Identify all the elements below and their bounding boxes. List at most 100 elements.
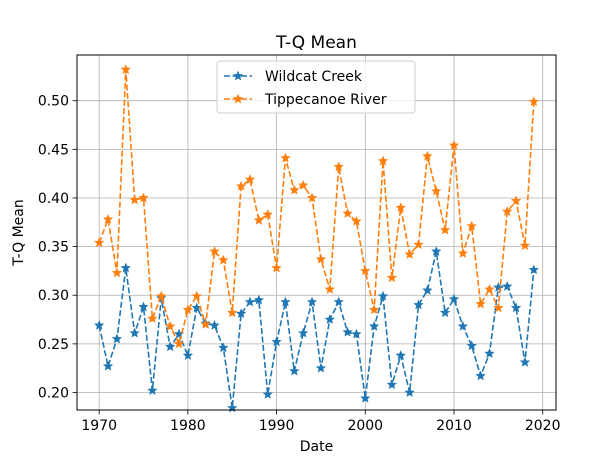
data-point-tippecanoe-river xyxy=(227,307,238,318)
legend-label-tippecanoe-river: Tippecanoe River xyxy=(264,92,387,108)
data-point-wildcat-creek xyxy=(502,281,513,291)
data-point-wildcat-creek xyxy=(519,356,531,367)
data-point-tippecanoe-river xyxy=(493,302,504,313)
data-point-wildcat-creek xyxy=(209,319,220,330)
data-point-wildcat-creek xyxy=(147,385,158,395)
x-tick-label: 2020 xyxy=(525,418,561,434)
x-tick-label: 1990 xyxy=(259,418,295,434)
data-point-wildcat-creek xyxy=(306,296,318,307)
data-point-wildcat-creek xyxy=(165,341,176,352)
data-point-tippecanoe-river xyxy=(298,179,309,190)
series-wildcat-creek xyxy=(94,246,539,413)
data-point-tippecanoe-river xyxy=(369,304,380,315)
y-tick-label: 0.25 xyxy=(38,337,69,353)
data-point-wildcat-creek xyxy=(440,307,451,318)
legend-marker-tippecanoe-river xyxy=(232,93,244,104)
data-point-wildcat-creek xyxy=(271,336,282,347)
data-point-wildcat-creek xyxy=(333,296,344,307)
data-point-tippecanoe-river xyxy=(404,248,415,259)
data-point-tippecanoe-river xyxy=(510,195,522,206)
data-point-wildcat-creek xyxy=(360,392,371,403)
data-point-wildcat-creek xyxy=(431,246,442,256)
data-point-wildcat-creek xyxy=(138,301,149,312)
y-axis-label: T-Q Mean xyxy=(11,199,27,266)
data-point-wildcat-creek xyxy=(298,327,309,338)
data-point-tippecanoe-river xyxy=(386,272,398,283)
legend-box xyxy=(216,60,416,114)
data-point-tippecanoe-river xyxy=(289,184,300,195)
data-point-tippecanoe-river xyxy=(475,298,486,309)
series-line-wildcat-creek xyxy=(98,251,535,409)
data-point-wildcat-creek xyxy=(422,284,433,295)
data-point-wildcat-creek xyxy=(94,319,105,330)
data-point-wildcat-creek xyxy=(475,370,486,381)
data-point-tippecanoe-river xyxy=(324,284,335,294)
y-tick-label: 0.45 xyxy=(38,142,69,158)
data-point-wildcat-creek xyxy=(466,340,477,351)
x-axis-label: Date xyxy=(300,439,333,455)
data-point-wildcat-creek xyxy=(262,389,273,399)
data-point-wildcat-creek xyxy=(413,299,424,310)
y-tick-label: 0.20 xyxy=(38,385,69,401)
data-point-tippecanoe-river xyxy=(209,246,220,256)
data-point-tippecanoe-river xyxy=(342,208,353,218)
legend-entries: Wildcat Creek Tippecanoe River xyxy=(224,69,387,108)
ticks: 1970 1980 1990 2000 2010 2020 0.20 0.25 0.30 0.35… xyxy=(38,94,561,434)
data-point-wildcat-creek xyxy=(111,333,123,344)
data-point-wildcat-creek xyxy=(315,362,327,373)
data-point-wildcat-creek xyxy=(324,314,335,324)
data-point-wildcat-creek xyxy=(448,293,460,304)
data-point-tippecanoe-river xyxy=(94,237,105,248)
data-point-tippecanoe-river xyxy=(147,313,158,323)
data-point-wildcat-creek xyxy=(404,387,415,397)
legend-label-wildcat-creek: Wildcat Creek xyxy=(265,69,363,85)
data-point-wildcat-creek xyxy=(457,320,468,331)
data-point-wildcat-creek xyxy=(510,302,522,313)
data-point-tippecanoe-river xyxy=(315,253,327,264)
data-point-wildcat-creek xyxy=(129,327,140,338)
y-tick-label: 0.50 xyxy=(38,94,69,110)
data-point-tippecanoe-river xyxy=(191,290,202,301)
legend-marker-wildcat-creek xyxy=(232,70,244,81)
data-point-tippecanoe-river xyxy=(395,202,406,213)
data-point-tippecanoe-river xyxy=(253,214,264,225)
x-tick-label: 1970 xyxy=(81,418,117,434)
data-point-tippecanoe-river xyxy=(413,239,424,250)
data-point-wildcat-creek xyxy=(369,320,380,331)
y-tick-label: 0.35 xyxy=(38,240,69,256)
data-point-tippecanoe-river xyxy=(138,192,149,203)
data-point-tippecanoe-river xyxy=(120,64,131,74)
y-tick-label: 0.30 xyxy=(38,288,69,304)
data-point-tippecanoe-river xyxy=(457,248,468,258)
data-point-tippecanoe-river xyxy=(102,213,114,224)
data-point-wildcat-creek xyxy=(528,264,539,275)
data-point-wildcat-creek xyxy=(342,326,353,337)
data-point-tippecanoe-river xyxy=(262,209,273,219)
data-point-tippecanoe-river xyxy=(244,174,256,184)
data-point-tippecanoe-river xyxy=(519,240,531,250)
plot-frame xyxy=(76,54,557,411)
data-point-tippecanoe-river xyxy=(360,265,371,276)
data-point-wildcat-creek xyxy=(280,296,291,307)
series-layer xyxy=(94,64,539,413)
data-point-wildcat-creek xyxy=(102,360,114,371)
data-point-tippecanoe-river xyxy=(218,254,229,265)
data-point-tippecanoe-river xyxy=(431,185,442,196)
data-point-tippecanoe-river xyxy=(165,320,176,331)
data-point-tippecanoe-river xyxy=(306,192,318,203)
x-tick-label: 1980 xyxy=(170,418,206,434)
data-point-tippecanoe-river xyxy=(182,304,193,315)
data-point-wildcat-creek xyxy=(377,290,389,301)
data-point-tippecanoe-river xyxy=(377,155,389,166)
data-point-tippecanoe-river xyxy=(448,140,460,150)
data-point-tippecanoe-river xyxy=(173,338,185,349)
data-point-tippecanoe-river xyxy=(422,150,433,161)
x-tick-label: 2010 xyxy=(436,418,472,434)
data-point-tippecanoe-river xyxy=(484,284,495,294)
data-point-tippecanoe-river xyxy=(466,220,477,231)
data-point-tippecanoe-river xyxy=(502,206,513,216)
data-point-wildcat-creek xyxy=(395,350,406,360)
data-point-wildcat-creek xyxy=(289,365,300,376)
data-point-tippecanoe-river xyxy=(280,152,291,163)
